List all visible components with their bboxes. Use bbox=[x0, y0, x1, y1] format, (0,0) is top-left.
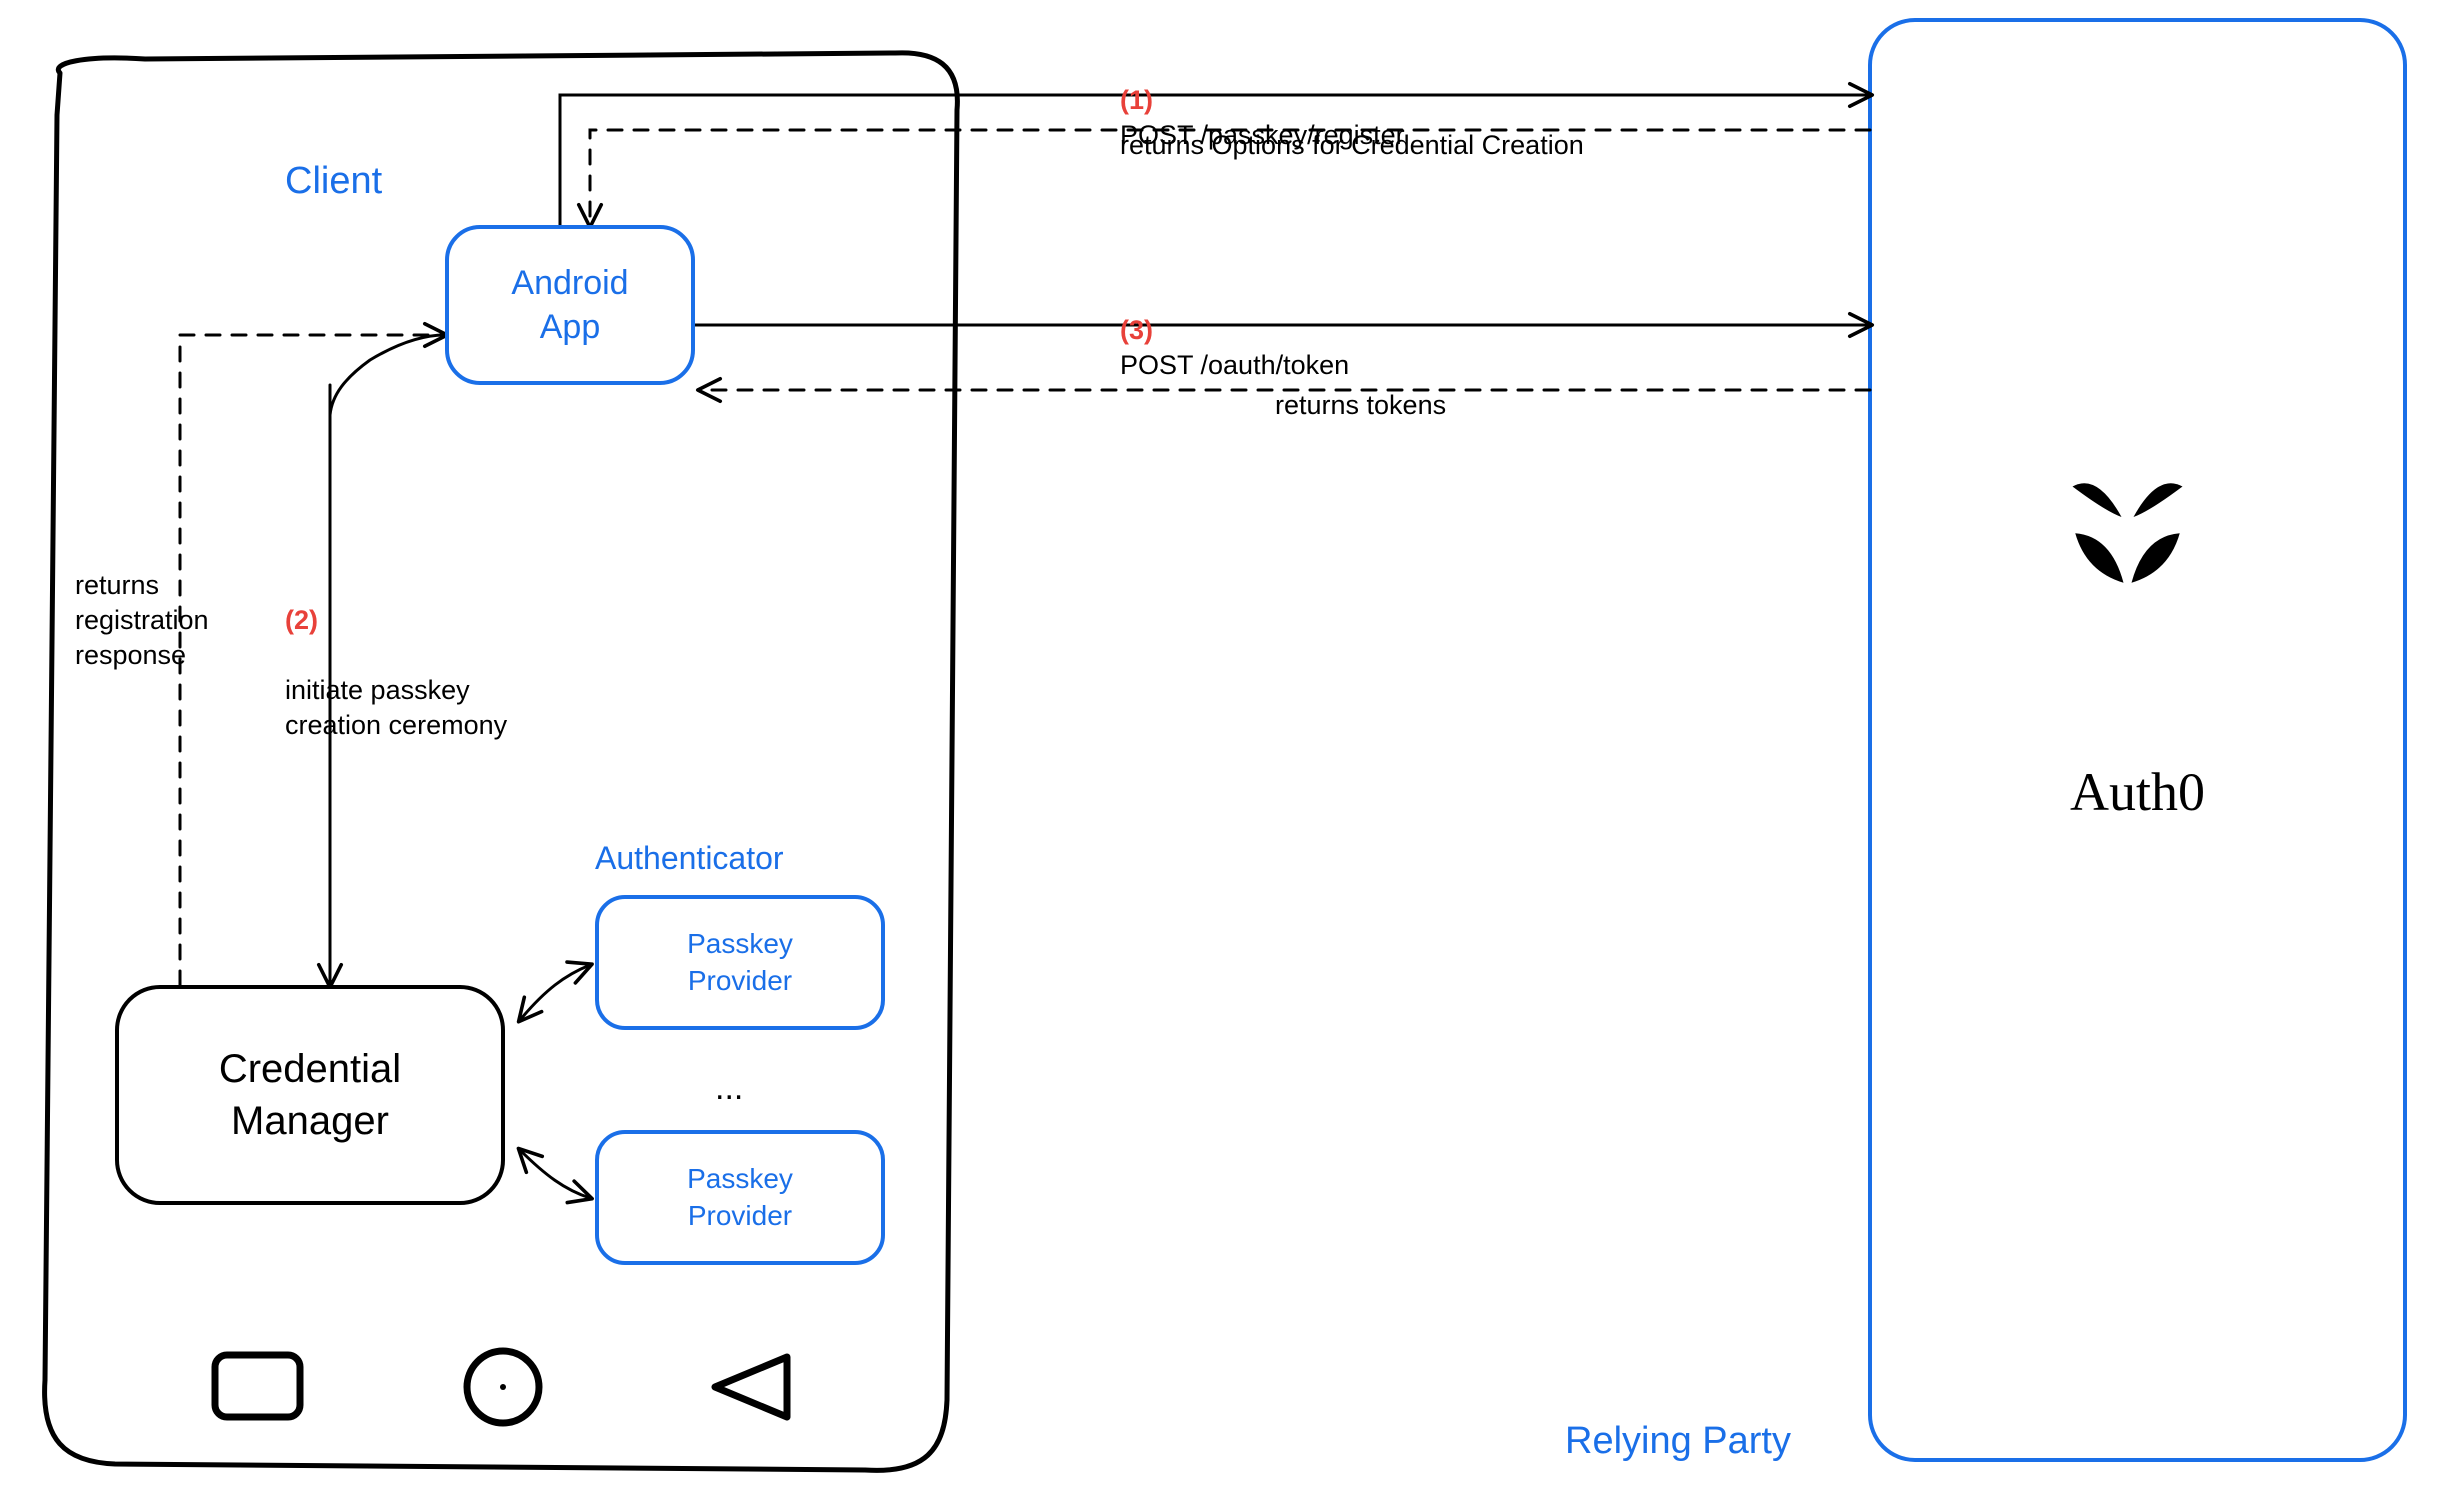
diagram-svg: Auth0 bbox=[0, 0, 2441, 1499]
passkey-provider-2-node: Passkey Provider bbox=[595, 1130, 885, 1265]
android-app-node: Android App bbox=[445, 225, 695, 385]
step-2-return-label: returns registration response bbox=[75, 568, 209, 673]
credential-manager-node: Credential Manager bbox=[115, 985, 505, 1205]
step-3-text: POST /oauth/token bbox=[1120, 350, 1349, 380]
step-2-label: (2) initiate passkey creation ceremony bbox=[285, 568, 507, 743]
step-1-return-label: returns Options for Credential Creation bbox=[1120, 128, 1584, 163]
passkey-provider-1-node: Passkey Provider bbox=[595, 895, 885, 1030]
diagram-canvas: Auth0 Android App Credential Manager Pas… bbox=[0, 0, 2441, 1499]
step-3-num: (3) bbox=[1120, 315, 1153, 345]
passkey-provider-1-label: Passkey Provider bbox=[687, 926, 793, 999]
ellipsis-label: ... bbox=[715, 1066, 743, 1110]
relying-party-title: Relying Party bbox=[1565, 1417, 1791, 1466]
step-2-num: (2) bbox=[285, 603, 499, 638]
step-1-num: (1) bbox=[1120, 85, 1153, 115]
authenticator-title: Authenticator bbox=[595, 838, 784, 880]
client-title: Client bbox=[285, 157, 382, 206]
step-3-return-label: returns tokens bbox=[1275, 388, 1446, 423]
android-app-label: Android App bbox=[511, 261, 628, 349]
step-2-text: initiate passkey creation ceremony bbox=[285, 675, 507, 740]
passkey-provider-2-label: Passkey Provider bbox=[687, 1161, 793, 1234]
credential-manager-label: Credential Manager bbox=[219, 1043, 401, 1147]
svg-text:Auth0: Auth0 bbox=[2070, 762, 2205, 822]
step-3-label: (3) POST /oauth/token bbox=[1120, 278, 1349, 383]
